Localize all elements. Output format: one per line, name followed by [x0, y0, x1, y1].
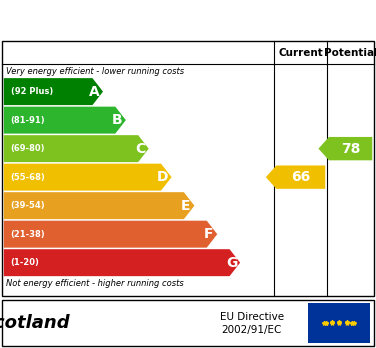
Text: F: F — [204, 227, 213, 241]
Polygon shape — [4, 78, 103, 105]
Polygon shape — [4, 164, 171, 191]
Text: (69-80): (69-80) — [11, 144, 45, 153]
Text: (92 Plus): (92 Plus) — [11, 87, 53, 96]
Text: A: A — [89, 85, 100, 98]
Text: Energy Efficiency Rating: Energy Efficiency Rating — [11, 11, 259, 29]
Text: 66: 66 — [291, 170, 311, 184]
Text: D: D — [157, 170, 169, 184]
Text: G: G — [226, 256, 237, 270]
Polygon shape — [4, 135, 149, 162]
Text: (81-91): (81-91) — [11, 116, 45, 125]
Text: (21-38): (21-38) — [11, 230, 45, 239]
Polygon shape — [4, 249, 240, 276]
Polygon shape — [4, 192, 194, 219]
Polygon shape — [4, 106, 126, 134]
Text: 2002/91/EC: 2002/91/EC — [222, 325, 282, 335]
Text: Current: Current — [278, 48, 323, 58]
Text: (55-68): (55-68) — [11, 173, 45, 182]
Text: (1-20): (1-20) — [11, 258, 39, 267]
Bar — [308, 303, 370, 343]
Text: (39-54): (39-54) — [11, 201, 45, 210]
Text: Very energy efficient - lower running costs: Very energy efficient - lower running co… — [6, 67, 184, 76]
Polygon shape — [318, 137, 372, 160]
Text: E: E — [181, 199, 191, 213]
Polygon shape — [4, 221, 217, 248]
Text: EU Directive: EU Directive — [220, 312, 284, 322]
Polygon shape — [266, 165, 325, 189]
Text: B: B — [112, 113, 123, 127]
Text: Not energy efficient - higher running costs: Not energy efficient - higher running co… — [6, 279, 183, 288]
Text: C: C — [135, 142, 145, 156]
Text: 78: 78 — [341, 142, 360, 156]
Text: Potential: Potential — [324, 48, 376, 58]
Text: Scotland: Scotland — [0, 314, 71, 332]
